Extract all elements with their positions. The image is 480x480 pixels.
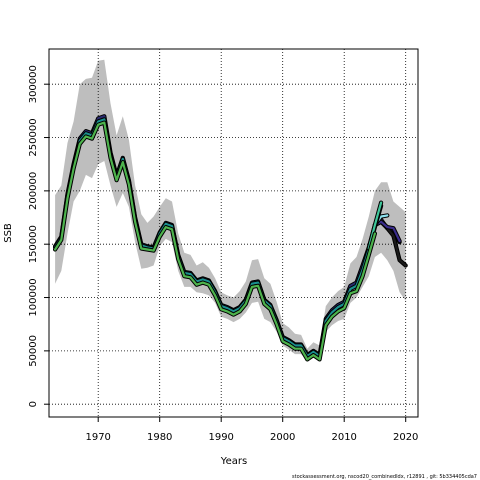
y-tick-label: 150000 [28,225,39,263]
footer-text: stockassessment.org, nscod20_combinedIdx… [292,474,477,480]
x-tick-label: 1980 [147,432,172,443]
y-tick-label: 100000 [28,278,39,316]
axis-layer: 1970 1980 1990 2000 2010 2020 0 50000 100000 1500… [28,65,418,443]
y-tick-label: 200000 [28,172,39,210]
x-tick-label: 2020 [393,432,418,443]
plot-frame [48,48,419,418]
y-tick-label: 0 [28,401,39,407]
x-axis-title: Years [220,456,247,467]
y-tick-label: 300000 [28,65,39,103]
x-tick-label: 2010 [331,432,356,443]
x-tick-label: 1970 [85,432,110,443]
series-layer [52,114,408,362]
y-tick-label: 50000 [28,335,39,367]
confidence-band [55,59,406,361]
series-line [53,121,376,361]
y-tick-label: 250000 [28,118,39,156]
x-tick-label: 2000 [270,432,295,443]
y-axis-title: SSB [3,223,14,243]
x-tick-label: 1990 [208,432,233,443]
confidence-band-layer [55,59,406,361]
